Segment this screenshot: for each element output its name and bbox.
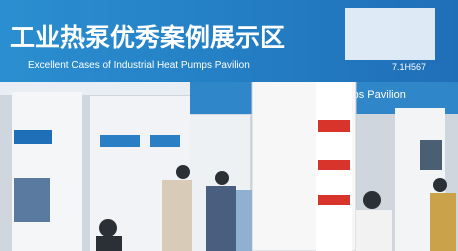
person-head (99, 219, 117, 237)
panel-header (100, 135, 140, 147)
poster-header (318, 160, 350, 170)
poster-header (318, 120, 350, 132)
person-body (236, 190, 252, 251)
booth-number: 7.1H567 (392, 62, 426, 72)
display-panel (12, 92, 82, 251)
panel-photo (14, 178, 50, 222)
person-body (206, 186, 236, 251)
person-body (96, 236, 122, 251)
panel-header (14, 130, 52, 144)
scene: Pumps Pavilion 工业热泵优秀案例展示区 Excellent Cas… (0, 0, 458, 251)
banner-title: 工业热泵优秀案例展示区 (10, 23, 285, 52)
banner-subtitle: Excellent Cases of Industrial Heat Pumps… (28, 60, 250, 71)
person-body (430, 193, 456, 251)
person-head (215, 171, 229, 185)
sponsor-logos (345, 8, 435, 60)
person-head (176, 165, 190, 179)
person-head (363, 191, 381, 209)
person-body (162, 180, 192, 251)
page: {"banner": {"title": "工业热泵优秀案例展示区", "sub… (0, 0, 458, 251)
person-body (356, 210, 392, 251)
person-head (433, 178, 447, 192)
poster-header (318, 195, 350, 205)
panel-header (150, 135, 180, 147)
panel-photo (420, 140, 442, 170)
